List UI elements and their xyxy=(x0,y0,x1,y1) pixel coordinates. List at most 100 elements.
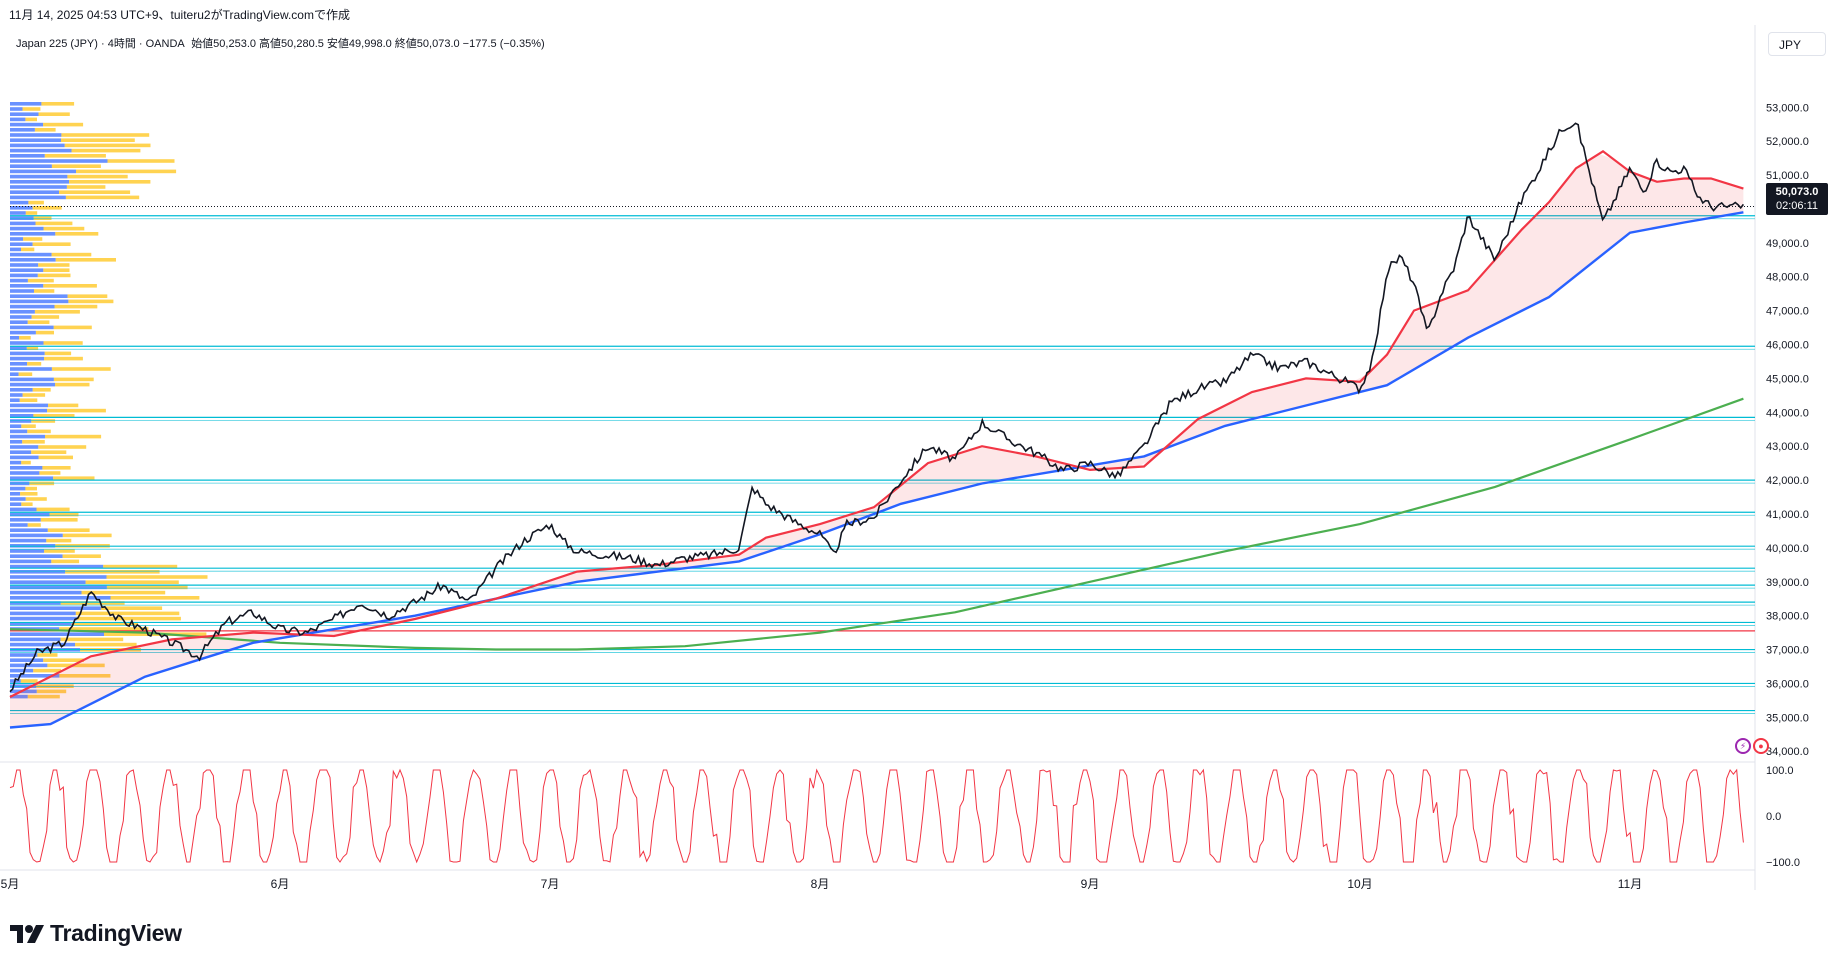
vp-bar-down xyxy=(106,585,188,590)
vp-bar-down xyxy=(85,580,179,584)
vp-bar-down xyxy=(106,575,208,579)
vp-bar-up xyxy=(10,299,69,304)
vp-bar-up xyxy=(10,180,69,184)
vp-bar-down xyxy=(35,221,73,226)
vp-bar-up xyxy=(10,336,20,340)
price-tick-label: 44,000.0 xyxy=(1766,407,1809,419)
vp-bar-down xyxy=(22,393,46,397)
vp-bar-down xyxy=(23,237,43,241)
vp-bar-up xyxy=(10,289,34,293)
time-tick-label: 10月 xyxy=(1347,877,1372,891)
vp-bar-down xyxy=(60,601,125,605)
vp-bar-up xyxy=(10,232,56,236)
vp-bar-down xyxy=(21,460,31,465)
vp-bar-down xyxy=(31,315,60,319)
oscillator-line xyxy=(9,768,1744,864)
oscillator-tick-label: −100.0 xyxy=(1766,857,1800,869)
vp-bar-up xyxy=(10,164,52,168)
vp-bar-up xyxy=(10,143,65,148)
vp-bar-up xyxy=(10,320,28,324)
vp-bar-up xyxy=(10,585,107,590)
vp-bar-down xyxy=(62,554,101,558)
purple-alert-icon[interactable]: ⚡ xyxy=(1735,738,1751,754)
vp-bar-down xyxy=(43,268,70,272)
vp-bar-up xyxy=(10,601,61,605)
price-tick-label: 45,000.0 xyxy=(1766,373,1809,385)
vp-bar-up xyxy=(10,653,38,657)
vp-bar-down xyxy=(48,403,79,408)
brand-logo[interactable]: TradingView xyxy=(10,920,182,947)
vp-bar-down xyxy=(53,325,92,330)
vp-bar-up xyxy=(10,346,27,350)
vp-bar-down xyxy=(28,200,44,205)
vp-bar-down xyxy=(19,398,38,402)
vp-bar-down xyxy=(37,273,71,278)
vp-bar-up xyxy=(10,273,38,278)
vp-bar-up xyxy=(10,304,55,309)
vp-bar-down xyxy=(67,174,128,179)
vp-bar-down xyxy=(47,663,105,668)
vp-bar-down xyxy=(71,148,141,153)
vp-bar-down xyxy=(60,637,124,642)
price-tick-label: 34,000.0 xyxy=(1766,746,1809,758)
vp-bar-up xyxy=(10,450,32,454)
vp-bar-up xyxy=(10,122,44,127)
vp-bar-up xyxy=(10,200,29,205)
red-alert-icon[interactable]: ● xyxy=(1753,738,1769,754)
price-tick-label: 42,000.0 xyxy=(1766,475,1809,487)
vp-bar-down xyxy=(49,512,79,517)
chart-created-line: 11月 14, 2025 04:53 UTC+9、tuiteru2がTradin… xyxy=(9,8,350,22)
vp-bar-up xyxy=(10,559,52,564)
vp-bar-up xyxy=(10,460,22,465)
vp-bar-up xyxy=(10,523,28,527)
sma-long-line xyxy=(9,397,1744,651)
price-tick-label: 36,000.0 xyxy=(1766,678,1809,690)
time-tick-label: 8月 xyxy=(811,877,830,891)
vp-bar-down xyxy=(34,289,55,293)
vp-bar-down xyxy=(43,284,97,288)
vp-bar-up xyxy=(10,590,82,595)
vp-bar-down xyxy=(18,372,33,376)
price-tick-label: 35,000.0 xyxy=(1766,712,1809,724)
time-axis: 5月 6月 7月 8月 9月 10月 11月 xyxy=(1,877,1643,891)
symbol-info[interactable]: Japan 225 (JPY) · 4時間 · OANDA 始値50,253.0… xyxy=(16,35,545,51)
price-tick-label: 39,000.0 xyxy=(1766,577,1809,589)
vp-bar-down xyxy=(59,190,131,194)
vp-bar-down xyxy=(64,143,151,148)
vp-bar-up xyxy=(10,263,39,267)
vp-bar-down xyxy=(69,180,151,184)
tradingview-icon xyxy=(10,924,44,943)
last-price-badge: 50,073.0 02:06:11 xyxy=(1766,183,1828,215)
vp-bar-down xyxy=(40,518,78,522)
vp-bar-down xyxy=(25,486,37,491)
vp-bar-up xyxy=(10,247,21,252)
vp-bar-down xyxy=(42,466,71,470)
vp-bar-down xyxy=(32,206,62,210)
price-tick-label: 38,000.0 xyxy=(1766,611,1809,623)
vp-bar-up xyxy=(10,502,22,506)
vp-bar-up xyxy=(10,616,77,621)
vp-bar-down xyxy=(38,445,87,449)
vp-bar-down xyxy=(22,440,45,444)
vp-bar-down xyxy=(44,356,83,361)
vp-bar-up xyxy=(10,596,111,600)
oscillator-axis: 100.0 0.0 −100.0 xyxy=(1766,765,1800,869)
vp-bar-down xyxy=(27,694,60,699)
vp-bar-down xyxy=(45,434,102,439)
vp-bar-down xyxy=(35,330,54,335)
vp-bar-down xyxy=(100,606,163,610)
vp-bar-down xyxy=(55,258,116,262)
vp-bar-up xyxy=(10,372,19,376)
vp-bar-down xyxy=(38,455,73,460)
brand-name: TradingView xyxy=(50,920,182,946)
vp-bar-up xyxy=(10,512,50,517)
vp-bar-down xyxy=(20,679,38,683)
indicator-alert-icons[interactable]: ⚡ ● xyxy=(1735,738,1769,754)
vp-bar-down xyxy=(38,263,70,267)
currency-button[interactable]: JPY xyxy=(1768,32,1826,56)
price-tick-label: 52,000.0 xyxy=(1766,136,1809,148)
vp-bar-down xyxy=(21,502,33,506)
vp-bar-up xyxy=(10,341,44,345)
vp-bar-down xyxy=(21,247,35,252)
